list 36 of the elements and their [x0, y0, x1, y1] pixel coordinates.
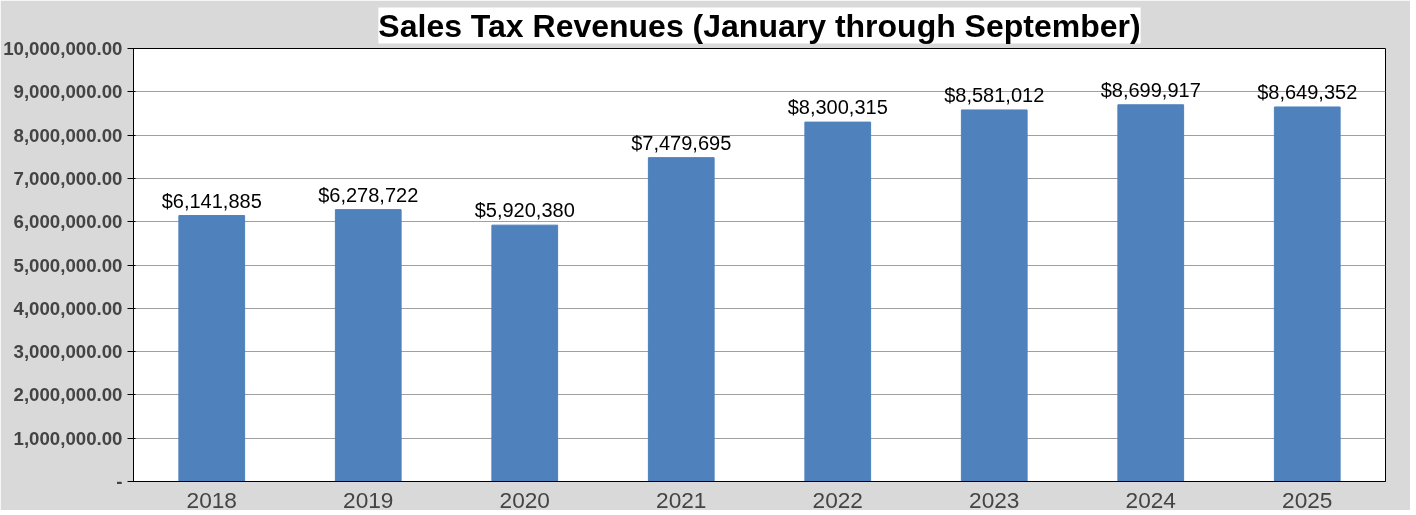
y-tick-label: 8,000,000.00 [13, 124, 123, 146]
x-tick-label: 2018 [186, 486, 237, 513]
x-tick-label: 2020 [499, 486, 550, 513]
data-label: $8,699,917 [1100, 78, 1201, 101]
data-label: $8,300,315 [787, 96, 888, 119]
chart-title: Sales Tax Revenues (January through September) [378, 7, 1141, 44]
x-tick-label: 2024 [1125, 486, 1176, 513]
data-label: $8,581,012 [944, 83, 1045, 106]
y-tick-label: 4,000,000.00 [13, 297, 123, 319]
bar [647, 157, 715, 482]
bar [1273, 106, 1341, 482]
y-tick-label: 1,000,000.00 [13, 427, 123, 449]
y-tick-label: 9,000,000.00 [13, 81, 123, 103]
bar [178, 215, 246, 482]
data-label: $6,278,722 [318, 183, 419, 206]
y-tick-label: 10,000,000.00 [3, 38, 123, 59]
bar [1117, 104, 1185, 482]
y-tick-label: 2,000,000.00 [13, 384, 123, 406]
x-tick-label: 2025 [1282, 486, 1333, 513]
data-label: $7,479,695 [631, 131, 732, 154]
data-label: $6,141,885 [161, 189, 262, 212]
x-tick-label: 2019 [343, 486, 394, 513]
data-label: $8,649,352 [1257, 80, 1358, 103]
y-tick-label: - [116, 471, 123, 492]
x-tick-label: 2021 [656, 486, 707, 513]
data-label: $5,920,380 [474, 199, 575, 222]
bar [960, 109, 1028, 482]
y-tick-label: 6,000,000.00 [13, 211, 123, 233]
y-tick-label: 3,000,000.00 [13, 341, 123, 363]
bar [491, 224, 559, 482]
y-tick-label: 5,000,000.00 [13, 254, 123, 276]
y-tick-label: 7,000,000.00 [13, 167, 123, 189]
x-tick-label: 2022 [812, 486, 863, 513]
bar [334, 209, 402, 482]
x-tick-label: 2023 [969, 486, 1020, 513]
bar [804, 121, 872, 482]
